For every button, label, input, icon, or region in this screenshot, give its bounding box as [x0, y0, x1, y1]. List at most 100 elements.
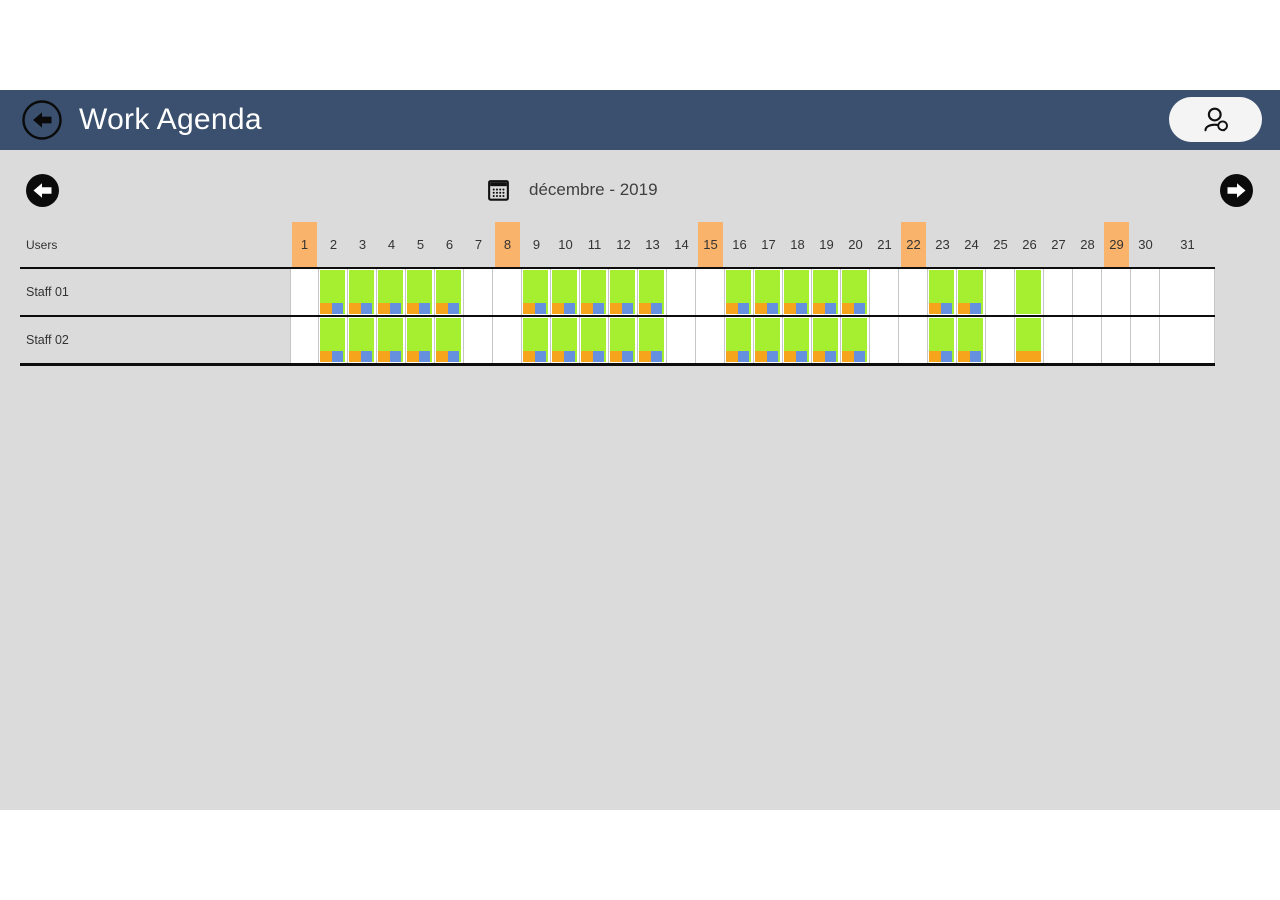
agenda-cell-day-9[interactable]	[522, 317, 551, 363]
work-shift-block[interactable]	[320, 270, 345, 314]
agenda-cell-day-28[interactable]	[1073, 269, 1102, 315]
work-shift-block[interactable]	[929, 270, 954, 314]
agenda-cell-day-14[interactable]	[667, 269, 696, 315]
work-shift-block[interactable]	[1016, 270, 1041, 314]
agenda-cell-day-3[interactable]	[348, 269, 377, 315]
agenda-cell-day-7[interactable]	[464, 269, 493, 315]
work-shift-block[interactable]	[813, 270, 838, 314]
agenda-cell-day-30[interactable]	[1131, 269, 1160, 315]
agenda-cell-day-26[interactable]	[1015, 317, 1044, 363]
work-shift-block[interactable]	[929, 318, 954, 362]
agenda-cell-day-21[interactable]	[870, 317, 899, 363]
work-shift-block[interactable]	[552, 270, 577, 314]
agenda-cell-day-5[interactable]	[406, 317, 435, 363]
next-month-button[interactable]	[1220, 174, 1253, 207]
agenda-cell-day-6[interactable]	[435, 317, 464, 363]
agenda-cell-day-24[interactable]	[957, 317, 986, 363]
agenda-cell-day-25[interactable]	[986, 269, 1015, 315]
agenda-cell-day-28[interactable]	[1073, 317, 1102, 363]
agenda-cell-day-18[interactable]	[783, 317, 812, 363]
work-shift-block[interactable]	[958, 318, 983, 362]
agenda-cell-day-5[interactable]	[406, 269, 435, 315]
agenda-cell-day-15[interactable]	[696, 317, 725, 363]
agenda-cell-day-13[interactable]	[638, 269, 667, 315]
work-shift-block[interactable]	[407, 318, 432, 362]
agenda-cell-day-16[interactable]	[725, 269, 754, 315]
agenda-cell-day-2[interactable]	[319, 317, 348, 363]
work-shift-block[interactable]	[813, 318, 838, 362]
agenda-cell-day-20[interactable]	[841, 317, 870, 363]
work-shift-block[interactable]	[755, 270, 780, 314]
work-shift-block[interactable]	[1016, 318, 1041, 362]
agenda-cell-day-12[interactable]	[609, 317, 638, 363]
work-shift-block[interactable]	[581, 270, 606, 314]
agenda-cell-day-6[interactable]	[435, 269, 464, 315]
agenda-cell-day-19[interactable]	[812, 317, 841, 363]
agenda-cell-day-31[interactable]	[1160, 317, 1215, 363]
agenda-cell-day-2[interactable]	[319, 269, 348, 315]
back-button[interactable]	[21, 99, 63, 141]
work-shift-block[interactable]	[378, 318, 403, 362]
work-shift-block[interactable]	[639, 270, 664, 314]
agenda-cell-day-27[interactable]	[1044, 317, 1073, 363]
agenda-cell-day-26[interactable]	[1015, 269, 1044, 315]
work-shift-block[interactable]	[378, 270, 403, 314]
work-shift-block[interactable]	[610, 270, 635, 314]
work-shift-block[interactable]	[436, 270, 461, 314]
work-shift-block[interactable]	[523, 270, 548, 314]
agenda-cell-day-19[interactable]	[812, 269, 841, 315]
agenda-cell-day-23[interactable]	[928, 317, 957, 363]
work-shift-block[interactable]	[320, 318, 345, 362]
work-shift-block[interactable]	[726, 318, 751, 362]
work-shift-block[interactable]	[784, 270, 809, 314]
work-shift-block[interactable]	[842, 318, 867, 362]
agenda-cell-day-31[interactable]	[1160, 269, 1215, 315]
work-shift-block[interactable]	[784, 318, 809, 362]
agenda-cell-day-14[interactable]	[667, 317, 696, 363]
agenda-cell-day-10[interactable]	[551, 269, 580, 315]
agenda-cell-day-1[interactable]	[290, 269, 319, 315]
agenda-cell-day-15[interactable]	[696, 269, 725, 315]
agenda-cell-day-10[interactable]	[551, 317, 580, 363]
work-shift-block[interactable]	[755, 318, 780, 362]
work-shift-block[interactable]	[436, 318, 461, 362]
agenda-cell-day-4[interactable]	[377, 269, 406, 315]
agenda-cell-day-27[interactable]	[1044, 269, 1073, 315]
agenda-cell-day-30[interactable]	[1131, 317, 1160, 363]
agenda-cell-day-7[interactable]	[464, 317, 493, 363]
agenda-cell-day-18[interactable]	[783, 269, 812, 315]
work-shift-block[interactable]	[610, 318, 635, 362]
agenda-cell-day-4[interactable]	[377, 317, 406, 363]
agenda-cell-day-8[interactable]	[493, 317, 522, 363]
users-button[interactable]	[1169, 97, 1262, 142]
agenda-cell-day-22[interactable]	[899, 269, 928, 315]
agenda-cell-day-25[interactable]	[986, 317, 1015, 363]
work-shift-block[interactable]	[639, 318, 664, 362]
work-shift-block[interactable]	[407, 270, 432, 314]
work-shift-block[interactable]	[552, 318, 577, 362]
agenda-cell-day-9[interactable]	[522, 269, 551, 315]
agenda-cell-day-3[interactable]	[348, 317, 377, 363]
agenda-cell-day-12[interactable]	[609, 269, 638, 315]
agenda-cell-day-29[interactable]	[1102, 269, 1131, 315]
agenda-cell-day-23[interactable]	[928, 269, 957, 315]
agenda-cell-day-16[interactable]	[725, 317, 754, 363]
work-shift-block[interactable]	[726, 270, 751, 314]
work-shift-block[interactable]	[581, 318, 606, 362]
work-shift-block[interactable]	[958, 270, 983, 314]
agenda-cell-day-21[interactable]	[870, 269, 899, 315]
work-shift-block[interactable]	[523, 318, 548, 362]
agenda-cell-day-24[interactable]	[957, 269, 986, 315]
agenda-cell-day-22[interactable]	[899, 317, 928, 363]
agenda-cell-day-17[interactable]	[754, 269, 783, 315]
agenda-cell-day-8[interactable]	[493, 269, 522, 315]
month-picker[interactable]: décembre - 2019	[488, 177, 658, 203]
agenda-cell-day-13[interactable]	[638, 317, 667, 363]
agenda-cell-day-29[interactable]	[1102, 317, 1131, 363]
agenda-cell-day-1[interactable]	[290, 317, 319, 363]
work-shift-block[interactable]	[349, 318, 374, 362]
agenda-cell-day-11[interactable]	[580, 269, 609, 315]
work-shift-block[interactable]	[842, 270, 867, 314]
work-shift-block[interactable]	[349, 270, 374, 314]
prev-month-button[interactable]	[26, 174, 59, 207]
